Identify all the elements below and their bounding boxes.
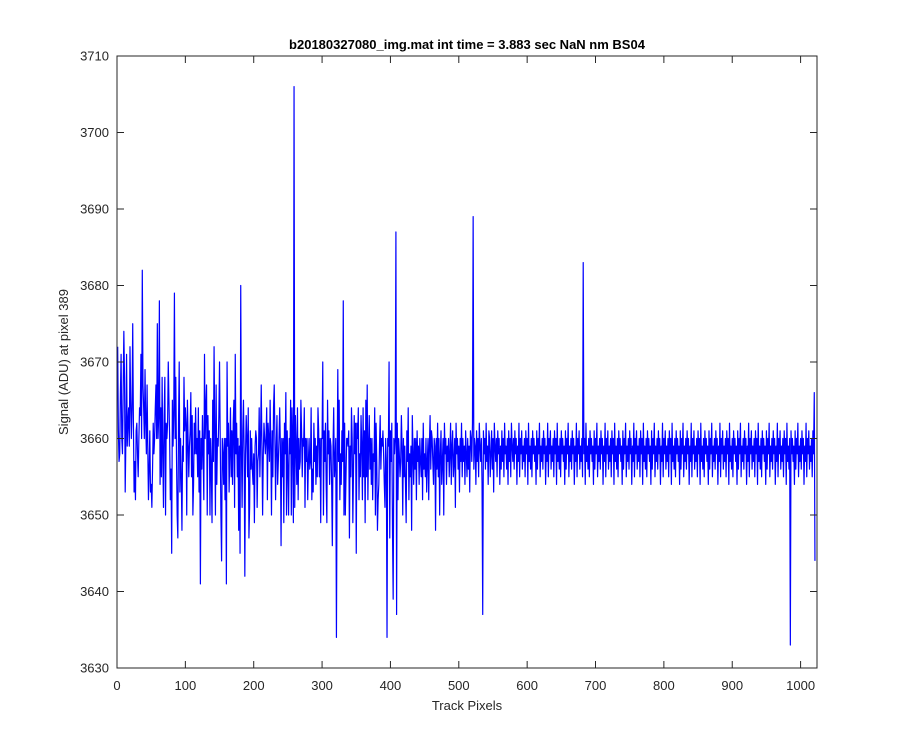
x-tick-label: 100: [175, 678, 197, 693]
y-tick-label: 3630: [80, 661, 109, 676]
y-tick-label: 3650: [80, 508, 109, 523]
y-axis-label: Signal (ADU) at pixel 389: [56, 289, 71, 435]
y-tick-label: 3670: [80, 355, 109, 370]
y-tick-label: 3680: [80, 278, 109, 293]
series-layer: [117, 85, 816, 646]
y-tick-label: 3640: [80, 584, 109, 599]
x-tick-label: 200: [243, 678, 265, 693]
x-tick-label: 500: [448, 678, 470, 693]
chart-title: b20180327080_img.mat int time = 3.883 se…: [289, 37, 646, 52]
y-tick-label: 3660: [80, 431, 109, 446]
x-tick-label: 400: [380, 678, 402, 693]
x-tick-label: 300: [311, 678, 333, 693]
x-axis: 0 100 200 300 400 500 600 700 800 900 1000: [113, 56, 815, 693]
x-tick-label: 0: [113, 678, 120, 693]
y-tick-label: 3710: [80, 49, 109, 64]
series-line-1: [117, 85, 816, 646]
x-axis-label: Track Pixels: [432, 698, 503, 713]
x-tick-label: 900: [721, 678, 743, 693]
y-axis: 3630 3640 3650 3660 3670 3680 3690 3700 3710: [80, 49, 817, 676]
y-tick-label: 3690: [80, 202, 109, 217]
y-tick-label: 3700: [80, 125, 109, 140]
plot-area-background: [117, 56, 817, 668]
x-tick-label: 1000: [786, 678, 815, 693]
x-tick-label: 600: [516, 678, 538, 693]
x-tick-label: 700: [585, 678, 607, 693]
x-tick-label: 800: [653, 678, 675, 693]
